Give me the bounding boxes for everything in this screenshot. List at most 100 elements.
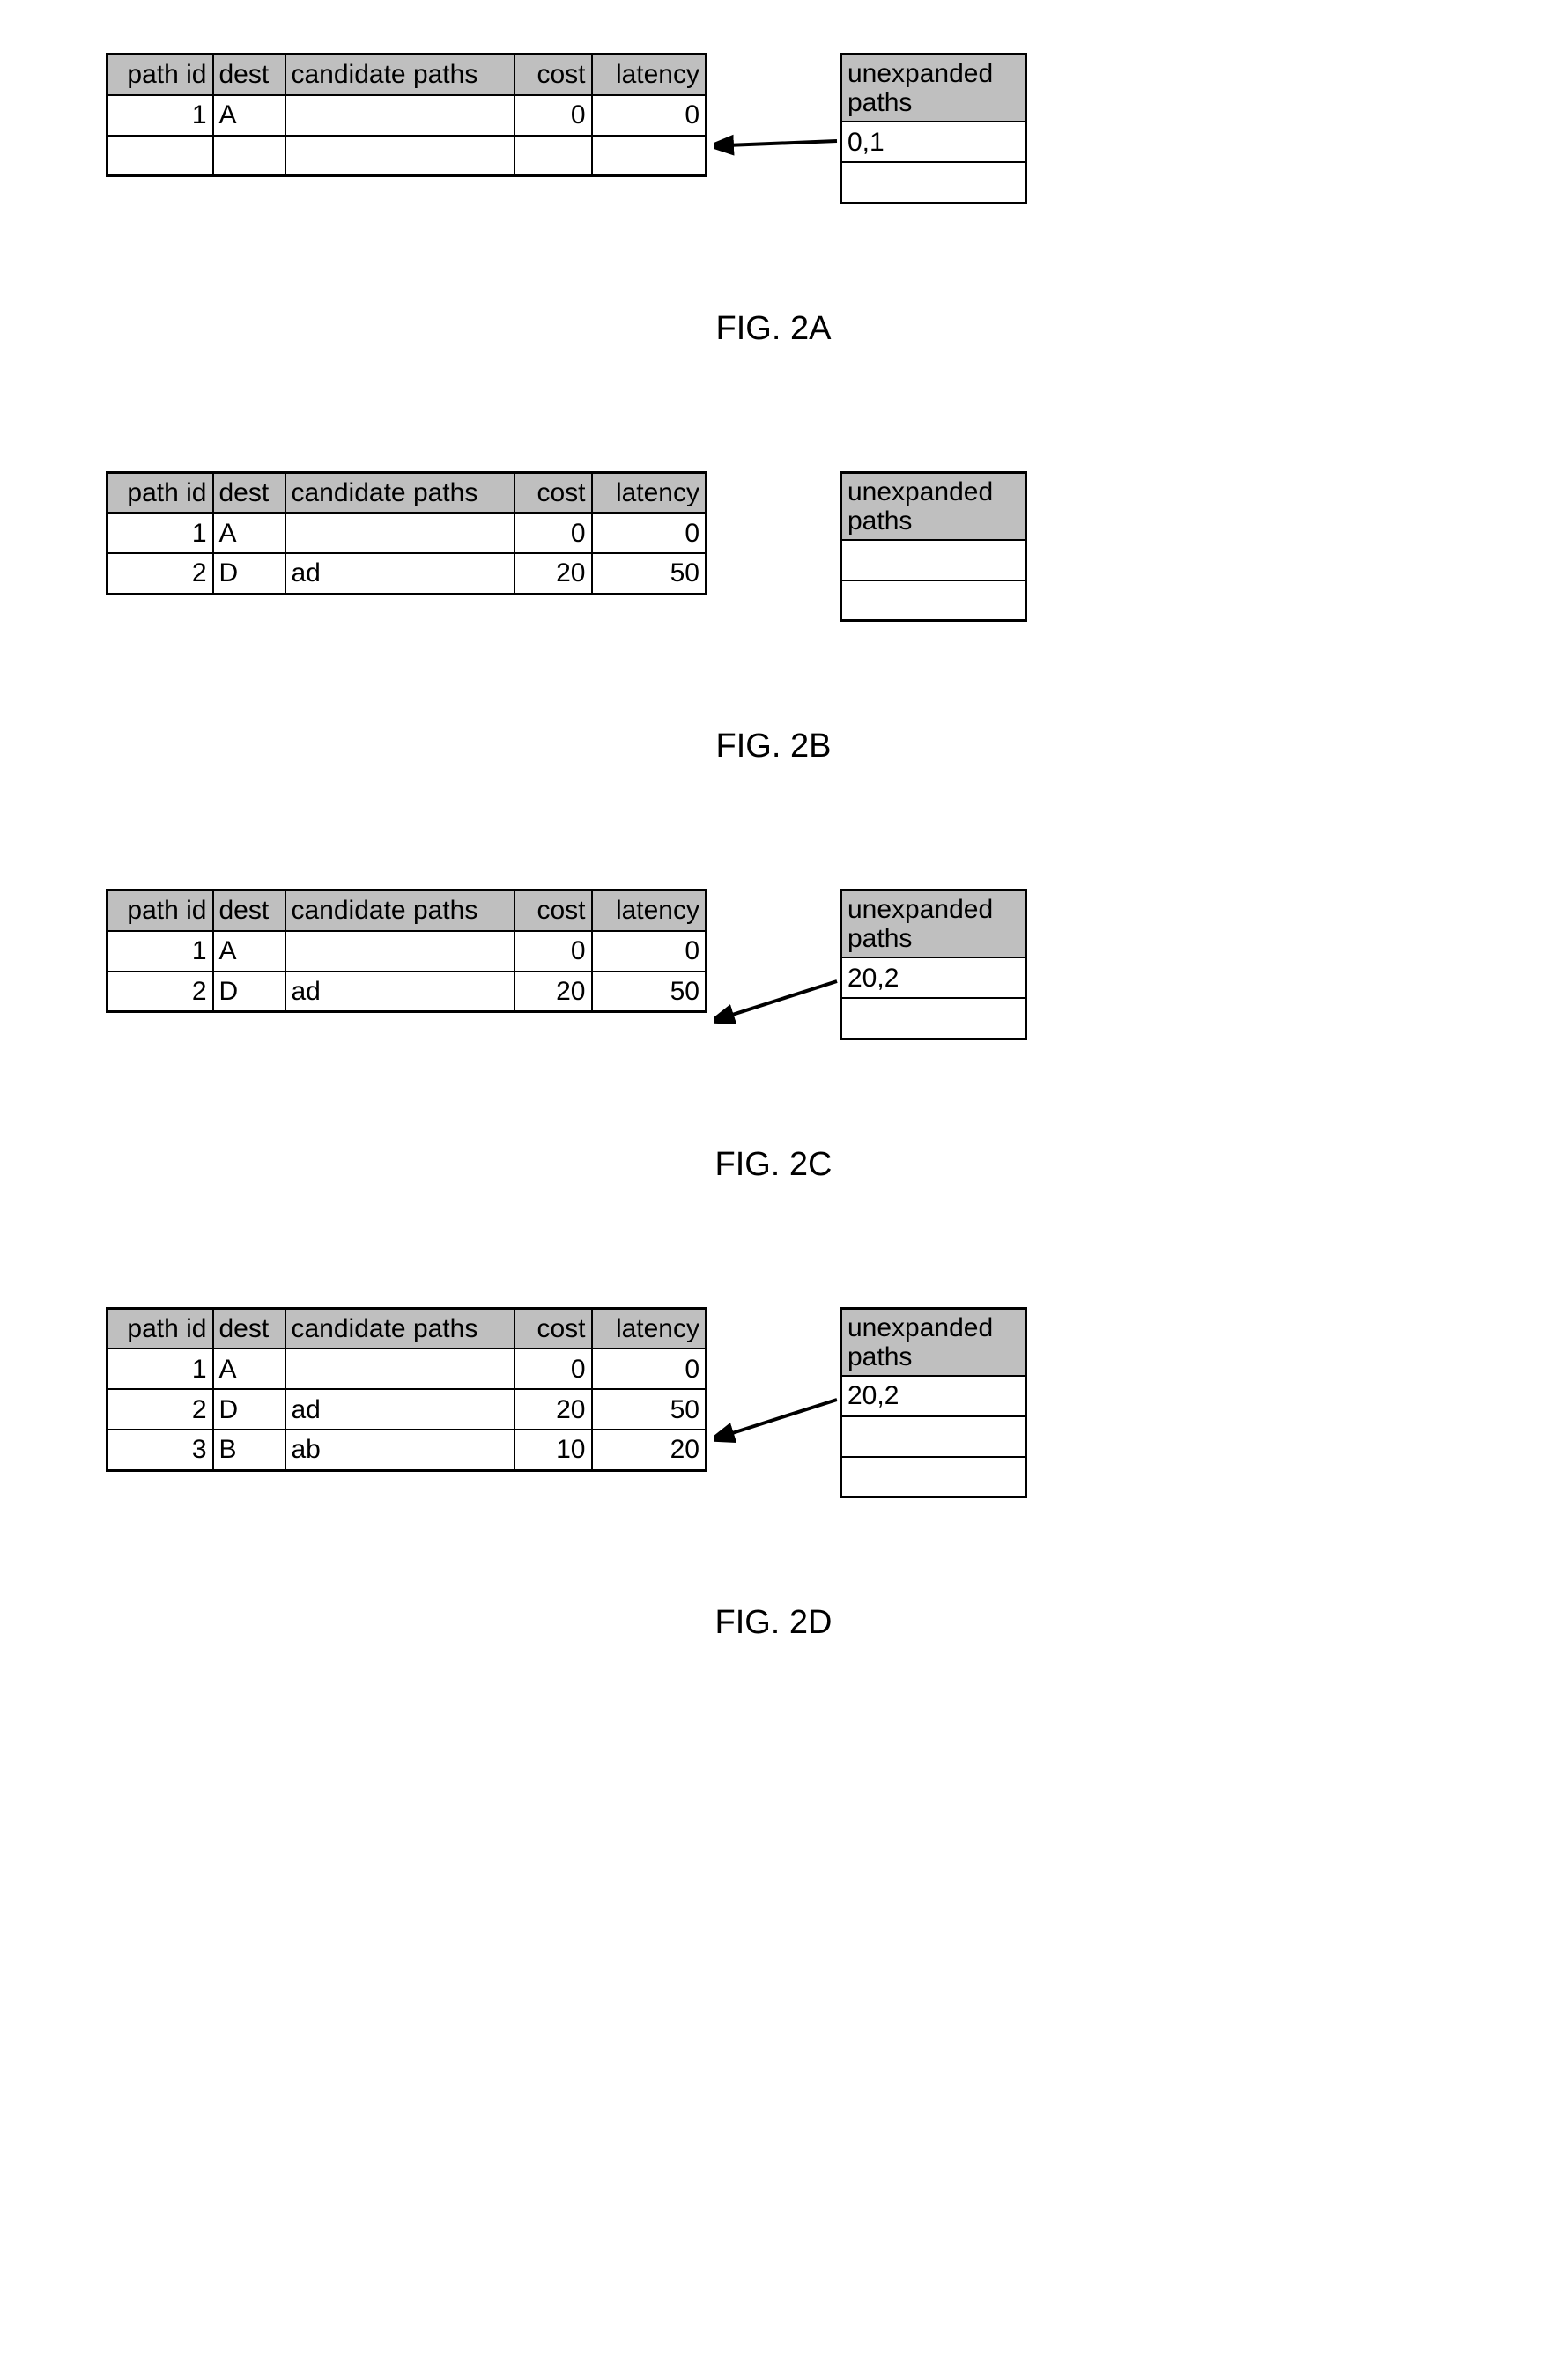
cell-pathid: 2 <box>107 553 213 594</box>
header-dest: dest <box>213 1308 285 1349</box>
fig-2c-tables: path id dest candidate paths cost latenc… <box>106 889 1441 1040</box>
unexp-header-row: unexpandedpaths <box>841 472 1026 540</box>
fig-2a-tables: path id dest candidate paths cost latenc… <box>106 53 1441 204</box>
fig-2d-tables: path id dest candidate paths cost latenc… <box>106 1307 1441 1499</box>
figure-2d: path id dest candidate paths cost latenc… <box>106 1307 1441 1643</box>
fig-2a-main-table: path id dest candidate paths cost latenc… <box>106 53 707 177</box>
cell-unexp <box>841 998 1026 1038</box>
header-candidate: candidate paths <box>285 891 514 931</box>
header-unexpanded: unexpandedpaths <box>841 55 1026 122</box>
fig-2b-unexp-table: unexpandedpaths <box>840 471 1027 623</box>
header-unexpanded: unexpandedpaths <box>841 891 1026 958</box>
cell-unexp: 20,2 <box>841 1376 1026 1416</box>
fig-2c-main-table: path id dest candidate paths cost latenc… <box>106 889 707 1013</box>
cell-candidate <box>285 513 514 553</box>
cell-candidate <box>285 136 514 176</box>
cell-pathid: 3 <box>107 1430 213 1470</box>
cell-candidate: ad <box>285 553 514 594</box>
cell-cost: 10 <box>514 1430 592 1470</box>
cell-candidate <box>285 1349 514 1389</box>
cell-unexp <box>841 540 1026 580</box>
fig-2d-main-table: path id dest candidate paths cost latenc… <box>106 1307 707 1472</box>
cell-cost <box>514 136 592 176</box>
table-row: 2 D ad 20 50 <box>107 1389 707 1430</box>
table-row: 1 A 0 0 <box>107 513 707 553</box>
header-latency: latency <box>592 472 707 513</box>
figure-caption: FIG. 2C <box>106 1146 1441 1184</box>
header-cost: cost <box>514 55 592 95</box>
header-latency: latency <box>592 891 707 931</box>
table-row: 1 A 0 0 <box>107 95 707 136</box>
cell-latency: 0 <box>592 1349 707 1389</box>
cell-pathid: 1 <box>107 1349 213 1389</box>
cell-unexp <box>841 580 1026 621</box>
table-row <box>841 1416 1026 1457</box>
unexp-header-text: unexpandedpaths <box>848 477 993 536</box>
cell-cost: 20 <box>514 972 592 1012</box>
table-row: 1 A 0 0 <box>107 931 707 972</box>
cell-unexp: 20,2 <box>841 957 1026 998</box>
header-pathid: path id <box>107 1308 213 1349</box>
table-row <box>841 998 1026 1038</box>
figure-caption: FIG. 2A <box>106 310 1441 348</box>
table-row: 2 D ad 20 50 <box>107 553 707 594</box>
arrow-icon <box>714 119 846 163</box>
table-row <box>841 162 1026 203</box>
cell-pathid: 1 <box>107 931 213 972</box>
fig-2d-unexp-table: unexpandedpaths 20,2 <box>840 1307 1027 1499</box>
cell-unexp <box>841 1457 1026 1497</box>
table-row: 0,1 <box>841 122 1026 162</box>
header-latency: latency <box>592 55 707 95</box>
fig-2a-unexp-table: unexpandedpaths 0,1 <box>840 53 1027 204</box>
cell-unexp <box>841 162 1026 203</box>
cell-dest: B <box>213 1430 285 1470</box>
table-row: 1 A 0 0 <box>107 1349 707 1389</box>
cell-dest <box>213 136 285 176</box>
cell-latency: 50 <box>592 553 707 594</box>
cell-pathid <box>107 136 213 176</box>
table-header-row: path id dest candidate paths cost latenc… <box>107 1308 707 1349</box>
arrow-icon <box>714 977 846 1038</box>
cell-cost: 0 <box>514 931 592 972</box>
cell-candidate <box>285 931 514 972</box>
cell-cost: 0 <box>514 513 592 553</box>
cell-latency: 50 <box>592 1389 707 1430</box>
header-dest: dest <box>213 55 285 95</box>
figure-caption: FIG. 2D <box>106 1604 1441 1642</box>
unexp-header-row: unexpandedpaths <box>841 1308 1026 1376</box>
figure-2a: path id dest candidate paths cost latenc… <box>106 53 1441 348</box>
cell-latency: 20 <box>592 1430 707 1470</box>
header-pathid: path id <box>107 472 213 513</box>
header-candidate: candidate paths <box>285 1308 514 1349</box>
cell-pathid: 2 <box>107 1389 213 1430</box>
table-row: 20,2 <box>841 957 1026 998</box>
cell-candidate <box>285 95 514 136</box>
cell-latency: 0 <box>592 931 707 972</box>
table-header-row: path id dest candidate paths cost latenc… <box>107 472 707 513</box>
cell-dest: A <box>213 1349 285 1389</box>
cell-unexp <box>841 1416 1026 1457</box>
cell-latency: 0 <box>592 513 707 553</box>
unexp-header-row: unexpandedpaths <box>841 55 1026 122</box>
header-pathid: path id <box>107 891 213 931</box>
cell-cost: 0 <box>514 95 592 136</box>
cell-candidate: ab <box>285 1430 514 1470</box>
table-row <box>107 136 707 176</box>
cell-dest: D <box>213 972 285 1012</box>
cell-candidate: ad <box>285 1389 514 1430</box>
table-row: 2 D ad 20 50 <box>107 972 707 1012</box>
table-row: 20,2 <box>841 1376 1026 1416</box>
table-row: 3 B ab 10 20 <box>107 1430 707 1470</box>
table-row <box>841 580 1026 621</box>
unexp-header-row: unexpandedpaths <box>841 891 1026 958</box>
cell-cost: 20 <box>514 1389 592 1430</box>
unexp-header-text: unexpandedpaths <box>848 1313 993 1371</box>
unexp-header-text: unexpandedpaths <box>848 59 993 117</box>
fig-2c-unexp-table: unexpandedpaths 20,2 <box>840 889 1027 1040</box>
cell-pathid: 1 <box>107 95 213 136</box>
figure-caption: FIG. 2B <box>106 728 1441 765</box>
header-cost: cost <box>514 891 592 931</box>
cell-pathid: 2 <box>107 972 213 1012</box>
fig-2b-main-table: path id dest candidate paths cost latenc… <box>106 471 707 595</box>
cell-unexp: 0,1 <box>841 122 1026 162</box>
